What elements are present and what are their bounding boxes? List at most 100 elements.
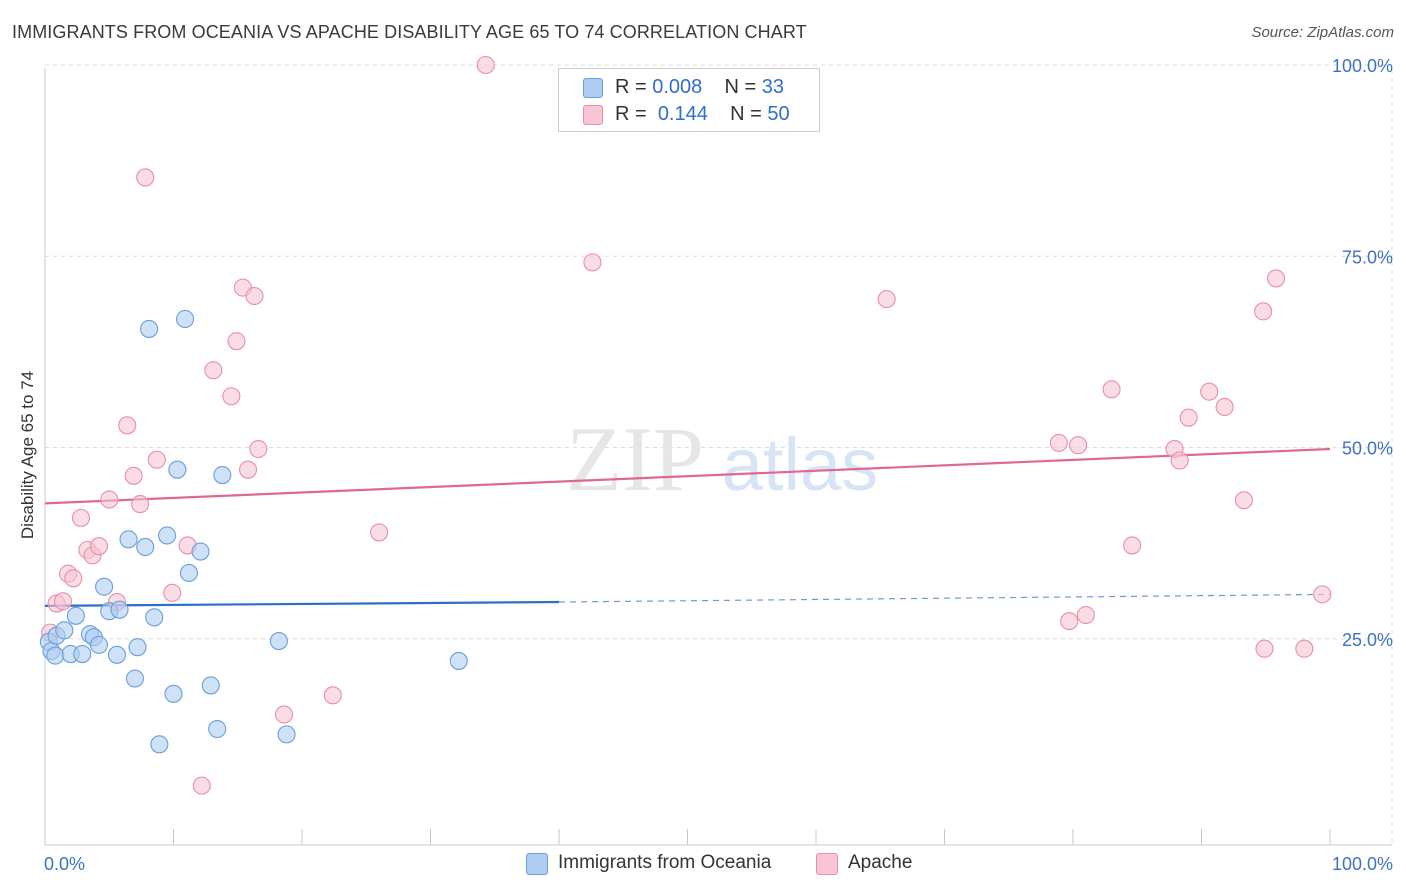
data-point-apache: [64, 569, 83, 588]
data-point-apache: [1170, 451, 1189, 470]
trend-lines: [44, 447, 1331, 607]
data-point-oceania: [164, 684, 183, 703]
watermark-zip: ZIP: [566, 408, 704, 510]
data-point-apache: [1123, 536, 1142, 555]
data-point-apache: [274, 705, 294, 724]
data-point-apache: [1200, 382, 1219, 401]
data-point-oceania: [145, 608, 164, 627]
data-point-apache: [583, 253, 602, 272]
data-point-oceania: [110, 600, 129, 619]
legend-r-label: R =: [615, 103, 647, 125]
bottom-legend-swatch-apache: [816, 853, 838, 875]
data-point-oceania: [269, 631, 288, 651]
y-axis-label: Disability Age 65 to 74: [18, 370, 37, 540]
data-point-apache: [245, 286, 264, 306]
data-point-apache: [323, 686, 342, 705]
bottom-legend-label-apache: Apache: [848, 852, 913, 873]
data-point-oceania: [136, 537, 155, 557]
data-point-oceania: [168, 460, 187, 479]
data-point-apache: [100, 490, 119, 509]
data-point-apache: [124, 466, 143, 485]
y-tick-label: 75.0%: [1342, 247, 1393, 267]
trend-line-oceania-extension: [558, 593, 1331, 603]
data-point-oceania: [95, 577, 114, 596]
legend-n-value-apache: 50: [767, 103, 790, 125]
data-point-apache: [131, 495, 150, 514]
trend-line-oceania: [44, 600, 560, 607]
x-tick-label-end: 100.0%: [1332, 854, 1393, 874]
data-point-oceania: [89, 635, 109, 654]
source-label: Source: ZipAtlas.com: [1251, 24, 1394, 41]
data-point-apache: [476, 55, 495, 75]
data-point-apache: [1102, 380, 1121, 399]
data-point-oceania: [107, 645, 127, 664]
data-point-oceania: [119, 530, 138, 549]
data-point-oceania: [140, 319, 159, 338]
data-point-apache: [136, 168, 155, 187]
data-point-oceania: [191, 542, 210, 561]
data-point-oceania: [208, 719, 227, 739]
data-point-oceania: [150, 735, 169, 754]
data-point-apache: [249, 439, 268, 459]
legend-r-value-oceania: 0.008: [652, 76, 703, 98]
legend-r-label: R =: [615, 76, 647, 98]
data-point-oceania: [277, 725, 296, 744]
watermark-atlas: atlas: [722, 423, 878, 506]
stats-legend: R = 0.008 N = 33 R = 0.144 N = 50: [558, 68, 820, 132]
data-point-apache: [1313, 585, 1332, 604]
data-point-oceania: [128, 638, 147, 657]
data-point-oceania: [176, 309, 195, 329]
y-tick-label: 50.0%: [1342, 439, 1393, 459]
legend-n-label: N =: [730, 103, 762, 125]
legend-r-value-apache: 0.144: [657, 103, 708, 125]
legend-swatch-oceania: [583, 78, 603, 98]
data-point-apache: [227, 332, 246, 351]
legend-n-value-oceania: 33: [761, 76, 785, 98]
data-point-apache: [71, 508, 91, 527]
data-point-apache: [1179, 408, 1198, 427]
y-tick-label: 25.0%: [1342, 630, 1393, 650]
data-point-oceania: [158, 526, 177, 545]
data-point-apache: [1266, 269, 1286, 288]
watermark: ZIP atlas: [566, 408, 878, 510]
data-point-apache: [1255, 639, 1274, 658]
legend-swatch-apache: [583, 105, 603, 125]
trend-line-apache: [44, 447, 1331, 505]
data-point-apache: [204, 361, 223, 380]
data-point-apache: [1254, 302, 1273, 321]
data-point-apache: [1060, 612, 1079, 631]
data-point-oceania: [125, 669, 144, 688]
data-point-apache: [118, 416, 137, 435]
data-point-oceania: [201, 676, 220, 695]
data-points: [39, 55, 1332, 795]
data-point-oceania: [213, 465, 232, 485]
bottom-legend-swatch-oceania: [526, 853, 548, 875]
data-point-apache: [1234, 491, 1253, 510]
chart-title: IMMIGRANTS FROM OCEANIA VS APACHE DISABI…: [12, 22, 807, 42]
tick-labels: 25.0% 50.0% 75.0% 100.0% 0.0% 100.0%: [44, 56, 1393, 874]
data-point-apache: [238, 460, 258, 479]
data-point-oceania: [55, 621, 74, 640]
y-tick-label: 100.0%: [1332, 56, 1393, 76]
data-point-apache: [877, 290, 896, 309]
data-point-apache: [370, 523, 389, 542]
data-point-oceania: [449, 651, 468, 670]
data-point-apache: [147, 450, 166, 469]
axes: [44, 68, 1392, 846]
data-point-oceania: [73, 644, 92, 664]
data-point-apache: [163, 583, 182, 602]
data-point-apache: [89, 537, 109, 556]
bottom-legend-label-oceania: Immigrants from Oceania: [558, 852, 772, 873]
data-point-apache: [1295, 639, 1314, 658]
data-point-oceania: [66, 606, 85, 625]
data-point-oceania: [179, 563, 198, 583]
data-point-apache: [1049, 433, 1068, 452]
data-point-apache: [1076, 605, 1095, 625]
data-point-apache: [53, 592, 73, 611]
x-tick-label-start: 0.0%: [44, 854, 85, 874]
data-point-apache: [1215, 397, 1234, 417]
data-point-apache: [222, 387, 241, 406]
data-point-apache: [192, 776, 211, 795]
legend-n-label: N =: [724, 76, 757, 98]
